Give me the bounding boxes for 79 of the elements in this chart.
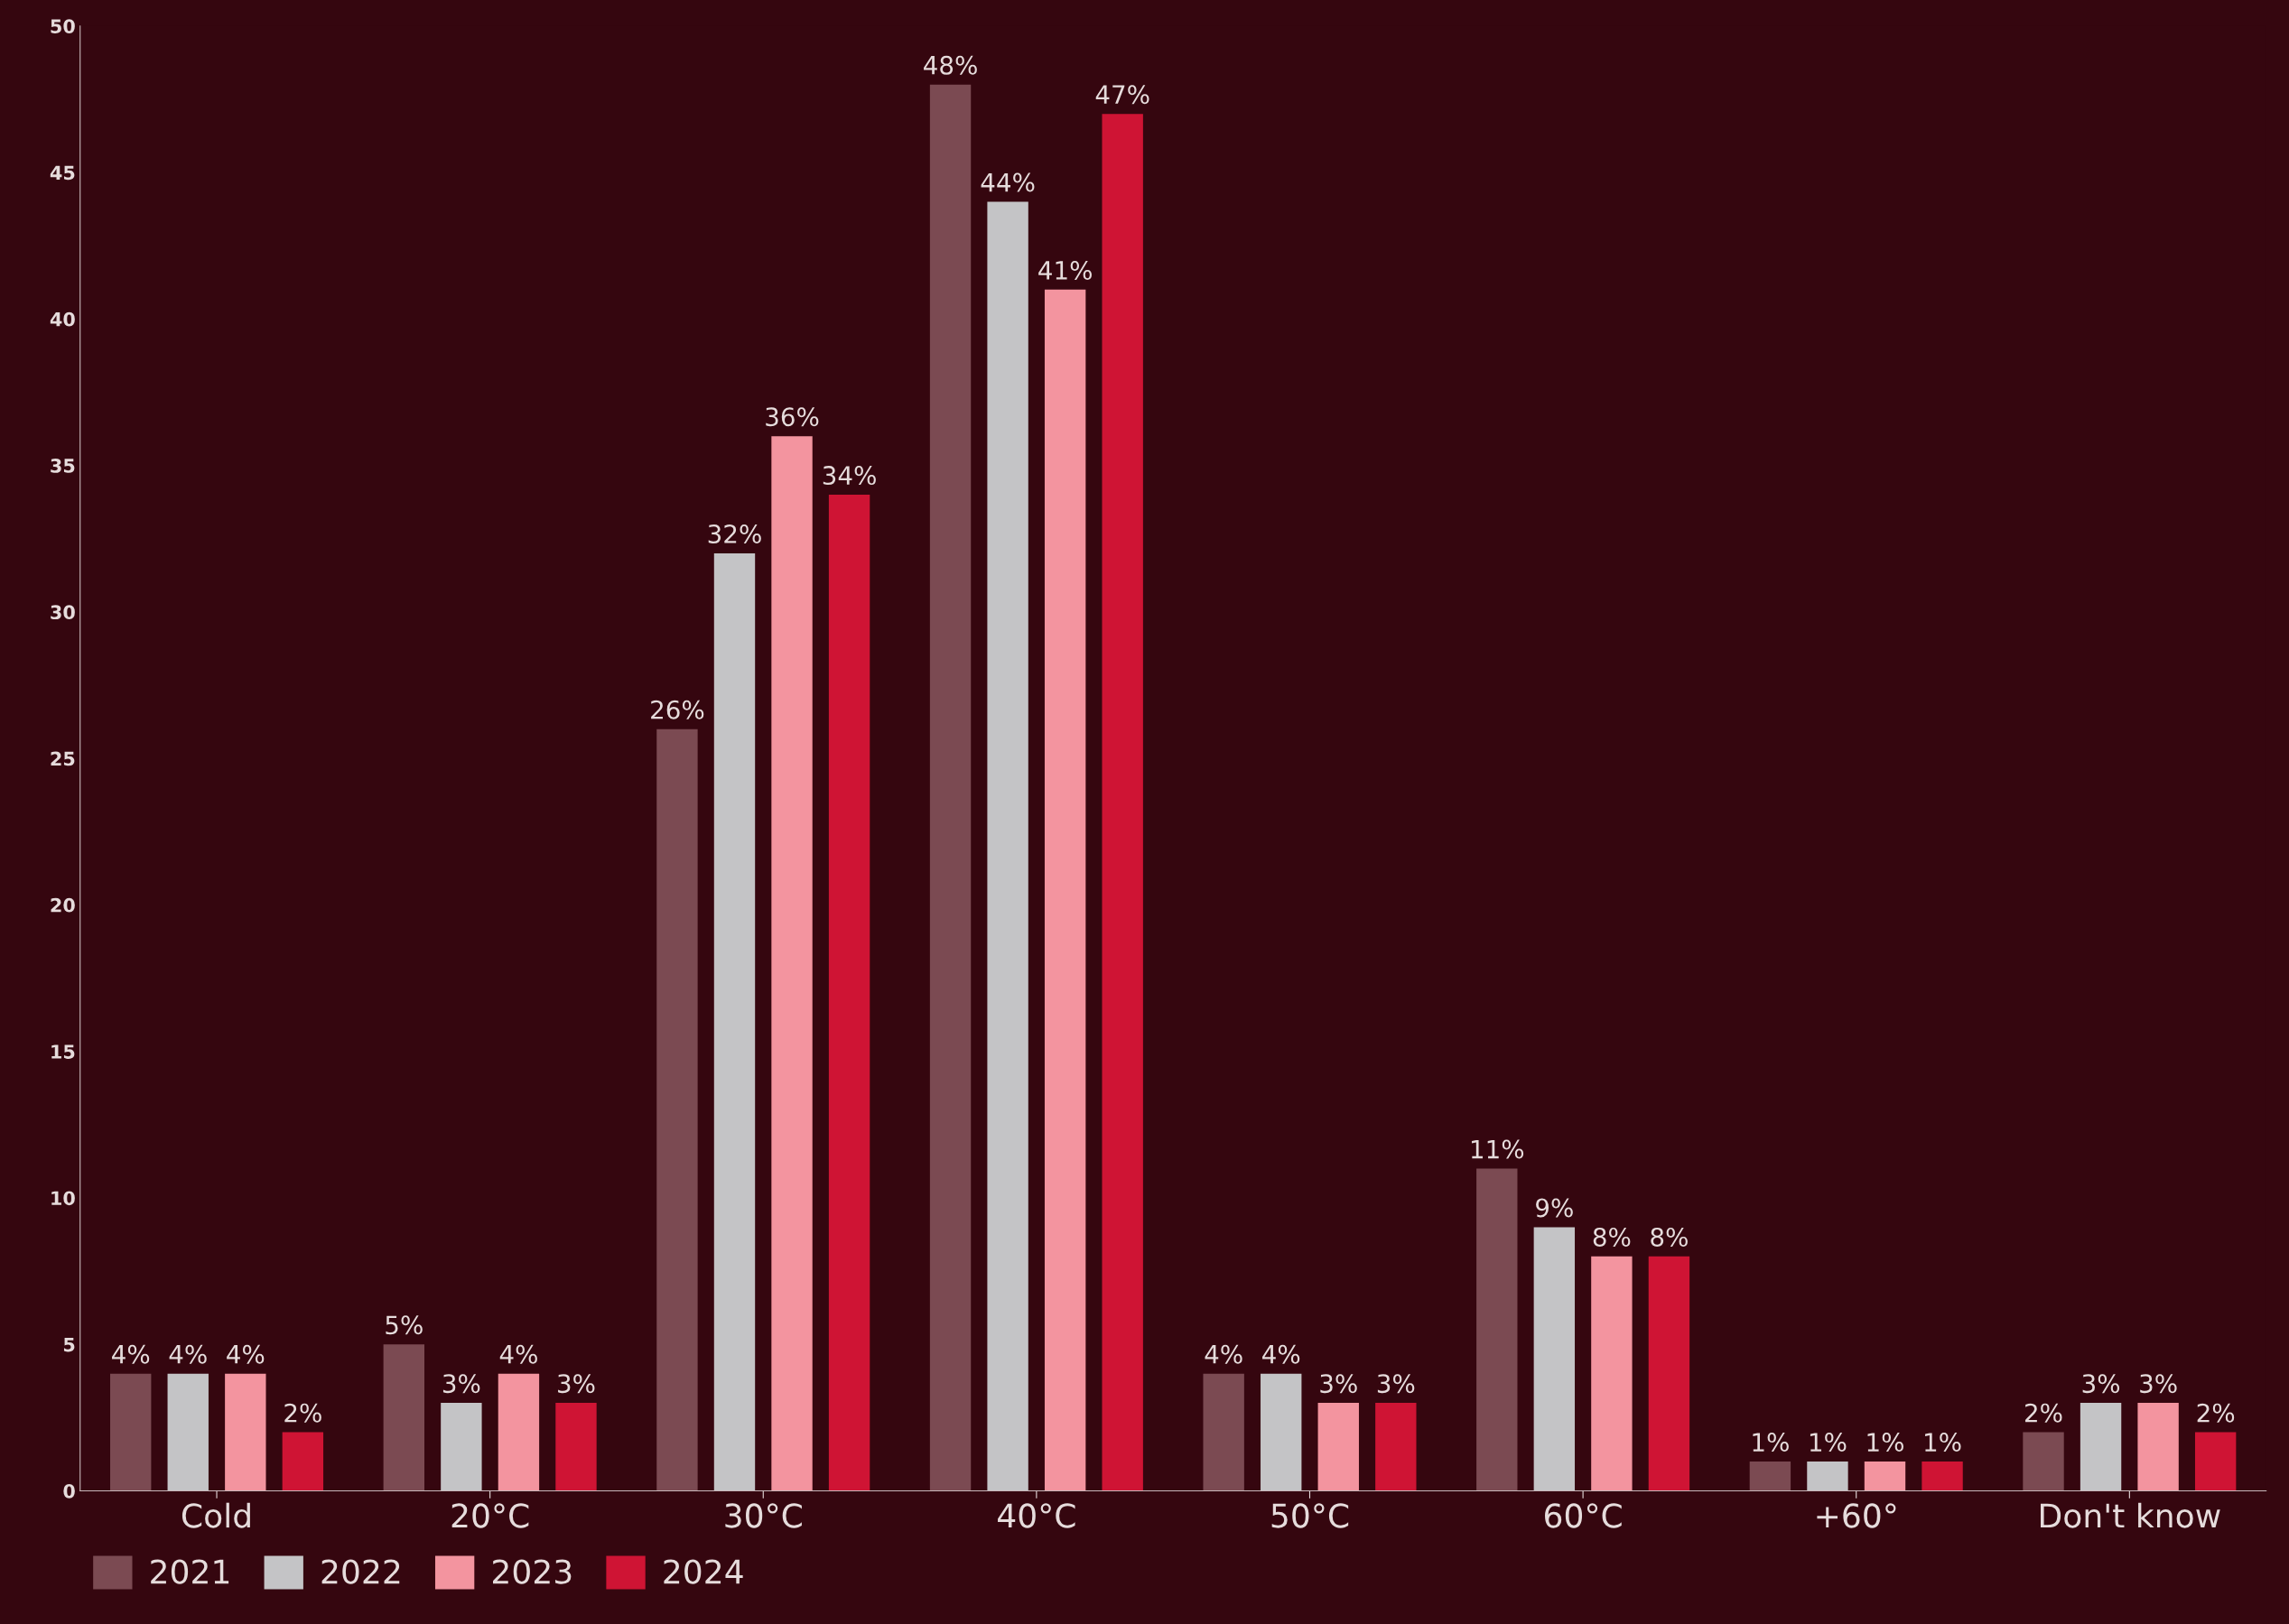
- bar: [656, 728, 698, 1491]
- y-tick-label: 5: [63, 1337, 75, 1352]
- bar: [1476, 1168, 1518, 1491]
- bar: [282, 1432, 324, 1491]
- data-label: 2%: [2197, 1403, 2235, 1423]
- data-label: 5%: [386, 1315, 423, 1335]
- y-tick-label: 45: [50, 165, 75, 181]
- data-label: 3%: [442, 1374, 480, 1394]
- bar: [1864, 1462, 1906, 1491]
- x-tick-label: 20°C: [451, 1503, 529, 1528]
- y-tick-label: 50: [51, 19, 75, 33]
- data-label: 44%: [981, 172, 1035, 192]
- data-label: 4%: [1262, 1344, 1300, 1364]
- x-tick-label: 30°C: [725, 1503, 802, 1528]
- bar: [929, 84, 972, 1491]
- data-label: 47%: [1095, 85, 1149, 105]
- data-label: 2%: [2025, 1403, 2062, 1423]
- data-label: 34%: [823, 466, 876, 486]
- bar: [1317, 1403, 1359, 1491]
- data-label: 1%: [1925, 1433, 1961, 1452]
- y-tick-label: 40: [50, 311, 75, 327]
- x-tick-label: 50°C: [1271, 1503, 1349, 1528]
- data-label: 1%: [1867, 1433, 1903, 1452]
- y-tick-label: 30: [51, 605, 75, 620]
- data-label: 3%: [1320, 1374, 1357, 1394]
- legend-label: 2023: [493, 1559, 572, 1584]
- y-tick-label: 15: [51, 1044, 75, 1059]
- bar: [1203, 1373, 1244, 1491]
- bar: [2023, 1432, 2064, 1491]
- bar: [498, 1373, 540, 1491]
- y-tick-label: 35: [51, 459, 75, 473]
- x-tick-label: 40°C: [998, 1503, 1075, 1528]
- data-label: 8%: [1593, 1227, 1631, 1247]
- data-label: 26%: [651, 700, 704, 719]
- data-label: 11%: [1471, 1139, 1524, 1159]
- y-tick-label: 10: [51, 1191, 75, 1206]
- bar: [2194, 1432, 2237, 1491]
- bar: [1044, 289, 1086, 1491]
- legend-label: 2021: [151, 1559, 229, 1584]
- data-label: 4%: [1205, 1344, 1242, 1364]
- y-tick-label: 0: [63, 1483, 75, 1499]
- data-label: 36%: [766, 407, 819, 427]
- x-tick-label: Don't know: [2041, 1502, 2220, 1528]
- data-label: 3%: [558, 1374, 595, 1394]
- bar: [1749, 1462, 1791, 1491]
- data-label: 4%: [499, 1344, 537, 1364]
- bar: [1648, 1256, 1690, 1491]
- bar: [2137, 1403, 2179, 1491]
- data-label: 41%: [1038, 260, 1092, 280]
- bar: [225, 1373, 266, 1491]
- data-label: 4%: [112, 1344, 150, 1364]
- data-label: 9%: [1536, 1198, 1573, 1218]
- bar: [1375, 1403, 1417, 1491]
- x-tick-label: Cold: [181, 1502, 250, 1528]
- bar: [828, 495, 870, 1491]
- bar: [555, 1403, 597, 1491]
- data-label: 8%: [1651, 1227, 1688, 1247]
- data-label: 48%: [924, 55, 977, 75]
- data-label: 3%: [2082, 1374, 2120, 1394]
- y-tick-label: 25: [51, 751, 75, 766]
- legend-label: 2022: [321, 1559, 400, 1584]
- y-tick-label: 20: [51, 897, 75, 913]
- x-tick-label: +60°: [1817, 1503, 1896, 1528]
- bar: [1591, 1256, 1633, 1491]
- bar: [771, 436, 813, 1491]
- data-label: 2%: [284, 1403, 321, 1423]
- data-label: 32%: [708, 524, 761, 544]
- bar: [110, 1373, 152, 1491]
- bar: [383, 1344, 425, 1491]
- bar: [1102, 114, 1143, 1491]
- bar: [1921, 1462, 1963, 1491]
- data-label: 4%: [227, 1344, 265, 1364]
- data-label: 3%: [2140, 1374, 2177, 1394]
- legend-label: 2024: [664, 1559, 743, 1584]
- x-tick-label: 60°C: [1545, 1503, 1622, 1528]
- data-label: 1%: [1810, 1433, 1847, 1452]
- data-label: 3%: [1377, 1374, 1415, 1394]
- data-label: 1%: [1753, 1433, 1789, 1452]
- data-label: 4%: [169, 1344, 207, 1364]
